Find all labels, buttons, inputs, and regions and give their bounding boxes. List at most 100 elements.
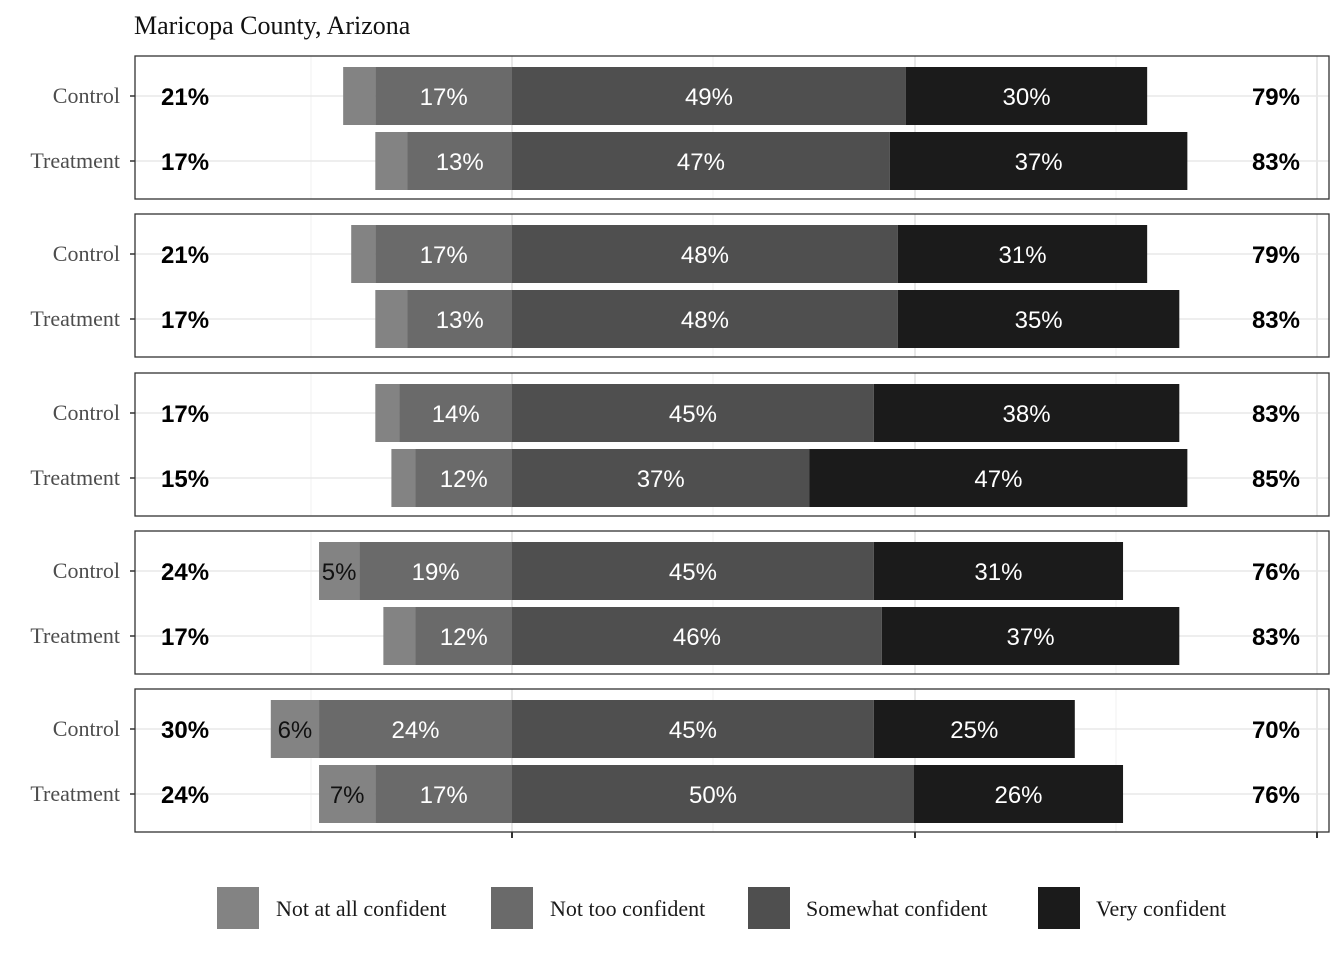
- data-label: 45%: [669, 559, 717, 586]
- data-label: 12%: [440, 624, 488, 651]
- legend-item: Not at all confident: [217, 887, 446, 929]
- data-label: 37%: [1015, 149, 1063, 176]
- right-total-label: 70%: [1252, 717, 1300, 744]
- left-total-label: 17%: [161, 624, 209, 651]
- legend-item: Somewhat confident: [748, 887, 987, 929]
- legend-swatch: [748, 887, 790, 929]
- bar-row-control: 5% 19% 45% 31% 24% 76% Control: [53, 542, 1300, 600]
- data-label: 17%: [420, 242, 468, 269]
- bar-segment: [375, 132, 408, 190]
- right-total-label: 83%: [1252, 624, 1300, 651]
- data-label: 12%: [440, 466, 488, 493]
- panels-layer: 17% 49% 30% 21% 79% Control 13% 47% 37% 17% 83% Tre…: [30, 55, 1330, 833]
- left-total-label: 17%: [161, 307, 209, 334]
- data-label: 46%: [673, 624, 721, 651]
- bar-row-treatment: 12% 46% 37% 17% 83% Treatment: [30, 607, 1300, 665]
- left-total-label: 24%: [161, 559, 209, 586]
- bar-segment: [391, 449, 416, 507]
- panel-border: [134, 55, 1330, 200]
- bar-segment: [319, 700, 512, 758]
- bar-segment: [873, 384, 1180, 442]
- bar-segment: [399, 384, 512, 442]
- data-label: 49%: [685, 84, 733, 111]
- bar-segment: [512, 384, 874, 442]
- y-tick-label: Treatment: [30, 781, 120, 806]
- bar-segment: [375, 290, 408, 348]
- y-tick-label: Control: [53, 558, 120, 583]
- left-total-label: 24%: [161, 782, 209, 809]
- data-label: 31%: [974, 559, 1022, 586]
- panel-5: 6% 24% 45% 25% 30% 70% Control 7% 17% 50% 26% 24% 76…: [30, 688, 1330, 833]
- right-total-label: 79%: [1252, 84, 1300, 111]
- bar-segment: [319, 542, 360, 600]
- bar-row-treatment: 13% 48% 35% 17% 83% Treatment: [30, 290, 1300, 348]
- bar-segment: [512, 225, 898, 283]
- data-label: 7%: [330, 782, 365, 809]
- data-label: 45%: [669, 717, 717, 744]
- data-label: 48%: [681, 307, 729, 334]
- bar-segment: [415, 449, 512, 507]
- panel-border: [134, 372, 1330, 517]
- data-label: 14%: [432, 401, 480, 428]
- data-label: 45%: [669, 401, 717, 428]
- panel-1: 17% 49% 30% 21% 79% Control 13% 47% 37% 17% 83% Tre…: [30, 55, 1330, 200]
- bar-segment: [512, 290, 898, 348]
- bar-segment: [375, 225, 512, 283]
- bar-segment: [889, 132, 1188, 190]
- right-total-label: 83%: [1252, 307, 1300, 334]
- data-label: 50%: [689, 782, 737, 809]
- legend-label: Not too confident: [550, 896, 705, 921]
- y-tick-label: Treatment: [30, 148, 120, 173]
- bar-row-control: 17% 49% 30% 21% 79% Control: [53, 67, 1300, 125]
- x-axis: [511, 832, 1318, 838]
- bar-segment: [512, 607, 882, 665]
- bar-segment: [375, 765, 512, 823]
- bar-segment: [319, 765, 376, 823]
- bar-segment: [512, 542, 874, 600]
- bar-segment: [375, 67, 512, 125]
- panel-border: [134, 213, 1330, 358]
- bar-segment: [407, 290, 512, 348]
- left-total-label: 17%: [161, 149, 209, 176]
- data-label: 13%: [436, 149, 484, 176]
- chart-title: Maricopa County, Arizona: [134, 11, 411, 40]
- y-tick-label: Control: [53, 83, 120, 108]
- bar-segment: [270, 700, 320, 758]
- panel-2: 17% 48% 31% 21% 79% Control 13% 48% 35% 17% 83% Tre…: [30, 213, 1330, 358]
- bar-row-control: 14% 45% 38% 17% 83% Control: [53, 384, 1300, 442]
- right-total-label: 83%: [1252, 401, 1300, 428]
- bar-segment: [914, 765, 1124, 823]
- bar-segment: [905, 67, 1148, 125]
- legend-label: Somewhat confident: [806, 896, 987, 921]
- bar-segment: [375, 384, 400, 442]
- bar-segment: [343, 67, 376, 125]
- bar-segment: [351, 225, 376, 283]
- data-label: 19%: [412, 559, 460, 586]
- y-tick-label: Control: [53, 241, 120, 266]
- left-total-label: 15%: [161, 466, 209, 493]
- bar-segment: [512, 449, 810, 507]
- left-total-label: 21%: [161, 84, 209, 111]
- bar-row-treatment: 13% 47% 37% 17% 83% Treatment: [30, 132, 1300, 190]
- data-label: 5%: [322, 559, 357, 586]
- bar-segment: [512, 132, 890, 190]
- data-label: 47%: [677, 149, 725, 176]
- bar-segment: [407, 132, 512, 190]
- legend-swatch: [217, 887, 259, 929]
- y-tick-label: Treatment: [30, 465, 120, 490]
- left-total-label: 21%: [161, 242, 209, 269]
- bar-segment: [897, 290, 1180, 348]
- legend-item: Not too confident: [491, 887, 705, 929]
- right-total-label: 76%: [1252, 559, 1300, 586]
- bar-segment: [512, 765, 914, 823]
- data-label: 26%: [994, 782, 1042, 809]
- bar-segment: [873, 542, 1124, 600]
- legend-swatch: [1038, 887, 1080, 929]
- data-label: 47%: [974, 466, 1022, 493]
- data-label: 30%: [1003, 84, 1051, 111]
- panel-4: 5% 19% 45% 31% 24% 76% Control 12% 46% 37% 17% 83% T…: [30, 530, 1330, 675]
- data-label: 6%: [278, 717, 313, 744]
- bar-segment: [873, 700, 1075, 758]
